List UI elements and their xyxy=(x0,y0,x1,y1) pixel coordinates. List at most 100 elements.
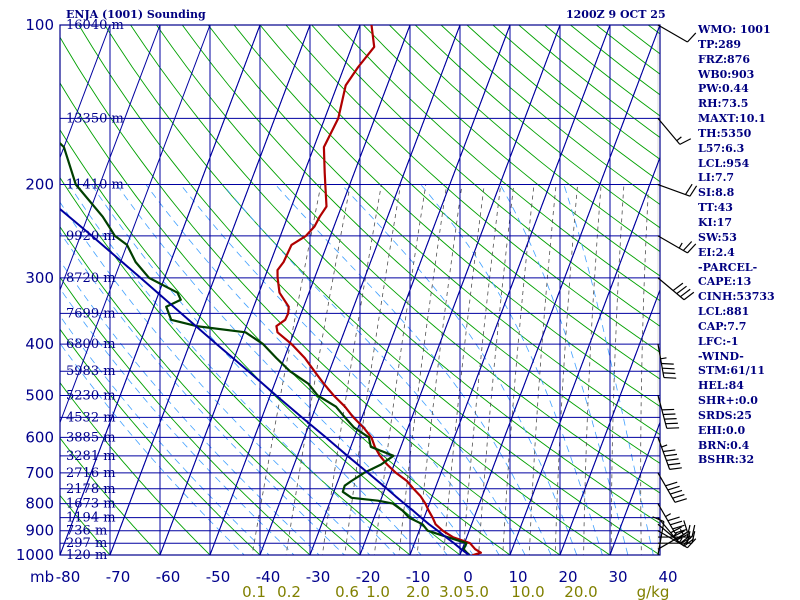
pressure-tick-label: 900 xyxy=(25,522,54,540)
wind-barb-staff xyxy=(657,472,676,503)
mixing-ratio-label: 20.0 xyxy=(564,583,597,600)
wind-barb-half-flag xyxy=(678,242,683,249)
dry-adiabat xyxy=(60,381,211,555)
index-item: BSHR:32 xyxy=(698,453,755,467)
mixing-ratio-line xyxy=(344,184,401,555)
x-tick-label: 0 xyxy=(463,568,473,586)
dry-adiabat xyxy=(60,437,161,555)
index-item: KI:17 xyxy=(698,215,733,229)
height-label: 16040 m xyxy=(66,18,124,33)
wind-barb-half-flag xyxy=(665,513,671,518)
wind-barb-staff xyxy=(657,437,671,470)
mixing-ratio-label: 0.2 xyxy=(277,583,301,600)
wind-barb-half-flag xyxy=(676,136,682,142)
index-item: EHI:0.0 xyxy=(698,423,746,437)
wind-barb-flag xyxy=(684,183,693,195)
index-item: LCL:881 xyxy=(698,305,750,319)
wind-barb-flag xyxy=(676,285,687,295)
height-label: 5230 m xyxy=(66,388,116,403)
mixing-ratio-label: 1.0 xyxy=(366,583,390,600)
wind-barb-staff xyxy=(657,523,685,547)
wind-barb-flag xyxy=(682,241,693,251)
index-item: TH:5350 xyxy=(698,126,752,140)
indices-panel: WMO: 1001 TP:289 FRZ:876 WB0:903 PW:0.44 RH:7… xyxy=(698,23,775,468)
mixing-ratio-line xyxy=(502,184,535,555)
index-item: SHR+:0.0 xyxy=(698,394,758,408)
mixing-ratio-line xyxy=(583,184,602,555)
wind-barb-flag xyxy=(667,516,680,522)
height-label: 2178 m xyxy=(66,482,116,497)
x-tick-label: -40 xyxy=(256,568,281,586)
dry-adiabat xyxy=(60,328,261,555)
dry-adiabat xyxy=(285,25,660,353)
dry-adiabat xyxy=(60,494,111,555)
wind-barb-flag xyxy=(664,453,678,457)
isotherm xyxy=(559,288,660,555)
dry-adiabat xyxy=(259,25,660,380)
dry-adiabat xyxy=(233,25,660,408)
height-label: 5983 m xyxy=(66,364,116,379)
wind-barb-flag xyxy=(661,362,674,365)
mixing-ratio-label: 3.0 xyxy=(439,583,463,600)
mixing-ratio-line xyxy=(610,184,625,555)
wind-barb-flag xyxy=(691,531,696,544)
mixing-ratio-line xyxy=(640,184,649,555)
index-item: SRDS:25 xyxy=(698,408,752,422)
index-item: STM:61/11 xyxy=(698,364,765,378)
index-item: SI:8.8 xyxy=(698,186,735,200)
wind-barb-flag xyxy=(672,524,685,530)
height-label: 3281 m xyxy=(66,449,116,464)
wind-barb-flag xyxy=(683,520,689,533)
mixing-ratio-line xyxy=(528,184,557,555)
wind-barb-flag xyxy=(652,516,665,523)
height-label: 120 m xyxy=(66,548,107,563)
mixing-ratio-label: 10.0 xyxy=(511,583,544,600)
mixing-ratio-label: g/kg xyxy=(637,583,670,600)
wind-barb-staff xyxy=(657,24,688,43)
wind-barb-flag xyxy=(670,526,682,534)
index-item: RH:73.5 xyxy=(698,97,749,111)
wind-barb-flag xyxy=(670,520,683,526)
index-item: -WIND- xyxy=(698,349,744,363)
wind-barb-staff xyxy=(657,521,665,556)
dry-adiabat xyxy=(60,276,311,555)
pressure-tick-label: 100 xyxy=(25,16,54,34)
index-item: CAPE:13 xyxy=(698,275,752,289)
index-item: TT:43 xyxy=(698,201,733,215)
height-label: 13350 m xyxy=(66,111,124,126)
height-label: 1194 m xyxy=(66,511,116,526)
height-label: 3885 m xyxy=(66,430,116,445)
wind-barb-flag xyxy=(672,494,685,499)
wind-barb-flag xyxy=(663,449,676,453)
height-label: 2716 m xyxy=(66,466,116,481)
index-item: HEL:84 xyxy=(698,379,744,393)
wind-barb-flag xyxy=(683,538,695,547)
temperature-trace xyxy=(275,25,482,555)
dry-adiabat xyxy=(130,25,660,525)
wind-barb-flag xyxy=(691,524,696,538)
wind-barb-flag xyxy=(667,462,681,466)
x-tick-label: 40 xyxy=(658,568,677,586)
wind-barb xyxy=(657,277,695,301)
wind-barb xyxy=(657,395,680,429)
index-item: TP:289 xyxy=(698,37,742,51)
wind-barb xyxy=(657,437,682,470)
mixing-ratio-line xyxy=(416,184,463,555)
dry-adiabat xyxy=(181,25,660,464)
moist-adiabat xyxy=(68,184,396,555)
wind-barb-staff xyxy=(657,183,691,197)
moist-adiabat xyxy=(563,184,654,555)
dry-adiabat xyxy=(156,25,660,494)
moist-adiabat xyxy=(60,231,345,555)
wind-barb xyxy=(657,235,697,254)
dry-adiabat xyxy=(60,176,411,555)
pressure-tick-label: 800 xyxy=(25,495,54,513)
isotherm xyxy=(60,25,161,292)
height-label: 8720 m xyxy=(66,271,116,286)
index-item: WMO: 1001 xyxy=(698,23,771,36)
index-item: -PARCEL- xyxy=(698,260,758,274)
wind-barb-flag xyxy=(663,376,677,379)
mixing-ratio-label: 2.0 xyxy=(406,583,430,600)
wind-barb-flag xyxy=(687,538,697,549)
wind-barb-staff xyxy=(657,343,665,378)
